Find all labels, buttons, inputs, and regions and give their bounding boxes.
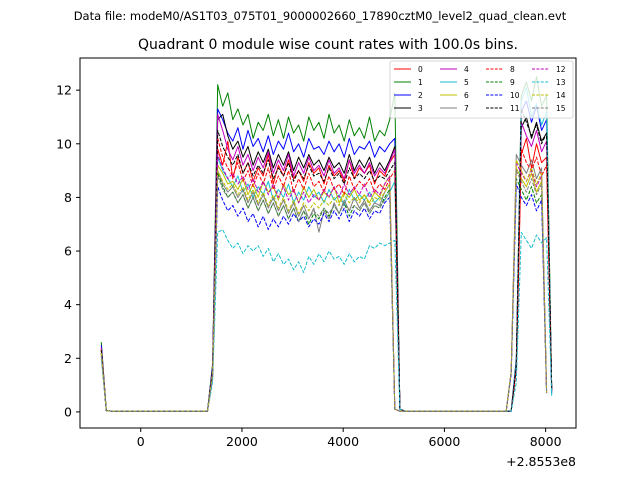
x-axis-ticks: 0 2000 4000 6000 8000 [137,428,562,449]
x-tick-label: 4000 [327,434,359,449]
x-tick-label: 2000 [226,434,258,449]
legend-label-3: 3 [418,104,423,113]
legend-label-8: 8 [510,65,515,74]
legend-label-15: 15 [556,104,566,113]
plot-area-frame [79,57,577,429]
legend-label-1: 1 [418,78,423,87]
legend-label-0: 0 [418,65,423,74]
x-axis-offset-label: +2.8553e8 [506,454,576,469]
y-tick-label: 6 [64,244,72,259]
series-line-15 [100,170,548,412]
legend-box [389,60,574,119]
legend-label-12: 12 [556,65,566,74]
series-line-12 [100,154,548,412]
legend-label-11: 11 [510,104,520,113]
legend-label-10: 10 [510,91,520,100]
x-tick-label: 8000 [530,434,562,449]
legend-label-7: 7 [464,104,469,113]
series-line-14 [100,159,548,412]
figure-suptitle: Data file: modeM0/AS1T03_075T01_90000026… [74,9,567,23]
chart-title: Quadrant 0 module wise count rates with … [138,37,518,53]
y-tick-label: 12 [56,83,72,98]
y-tick-label: 8 [64,190,72,205]
legend-label-14: 14 [556,91,566,100]
legend-label-6: 6 [464,91,469,100]
x-tick-label: 6000 [429,434,461,449]
y-tick-label: 0 [64,404,72,419]
plot-content [100,76,553,412]
legend-label-4: 4 [464,65,469,74]
x-tick-label: 0 [137,434,145,449]
legend-label-13: 13 [556,78,566,87]
y-tick-label: 4 [64,297,72,312]
y-tick-label: 10 [56,136,72,151]
y-axis-ticks: 0 2 4 6 8 10 12 [56,83,80,419]
legend-label-9: 9 [510,78,515,87]
legend-label-2: 2 [418,91,423,100]
legend-label-5: 5 [464,78,469,87]
y-tick-label: 2 [64,351,72,366]
